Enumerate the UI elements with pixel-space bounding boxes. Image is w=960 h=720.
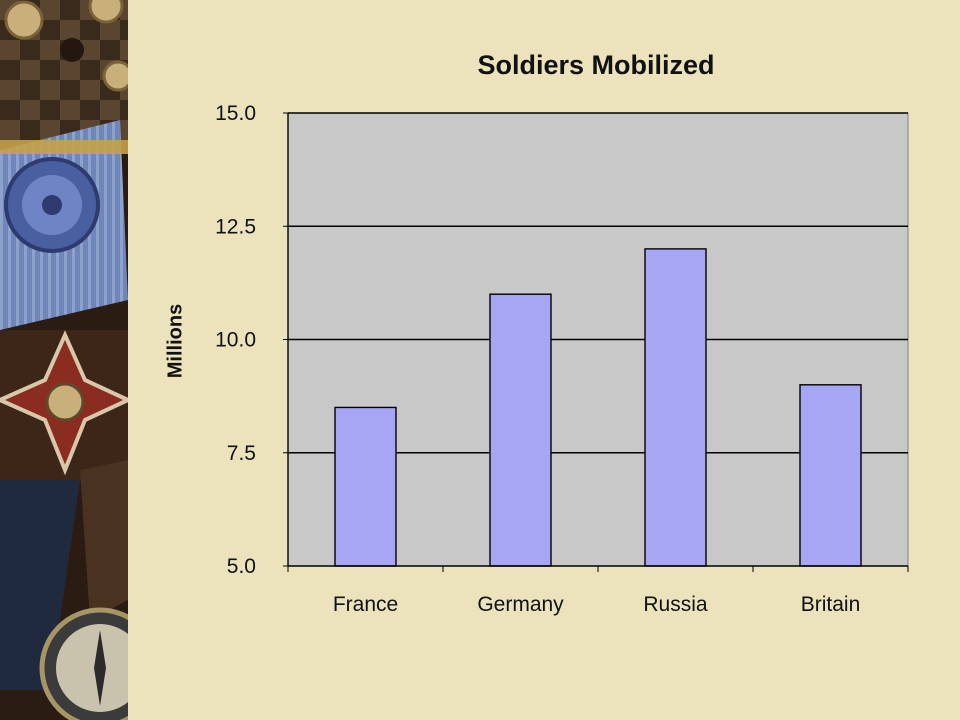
- bar-britain: [799, 384, 862, 567]
- bar-russia: [644, 248, 707, 567]
- chart-title: Soldiers Mobilized: [477, 50, 715, 80]
- x-axis-ticks: France Germany Russia Britain: [287, 566, 909, 616]
- y-tick-label: 12.5: [215, 215, 256, 238]
- y-tick-label: 15.0: [215, 102, 256, 125]
- y-tick-label: 10.0: [215, 329, 256, 352]
- x-tick-label: France: [333, 593, 398, 616]
- y-tick-label: 5.0: [227, 555, 256, 578]
- decorative-medal-image: [0, 0, 128, 720]
- bar-france: [334, 406, 397, 567]
- bar-germany: [489, 293, 552, 567]
- bars: [334, 248, 862, 567]
- y-tick-label: 7.5: [227, 442, 256, 465]
- x-tick-label: Britain: [801, 593, 861, 616]
- x-tick-label: Russia: [643, 593, 708, 616]
- y-axis-ticks: 5.0 7.5 10.0 12.5 15.0: [215, 102, 288, 578]
- x-tick-label: Germany: [477, 593, 564, 616]
